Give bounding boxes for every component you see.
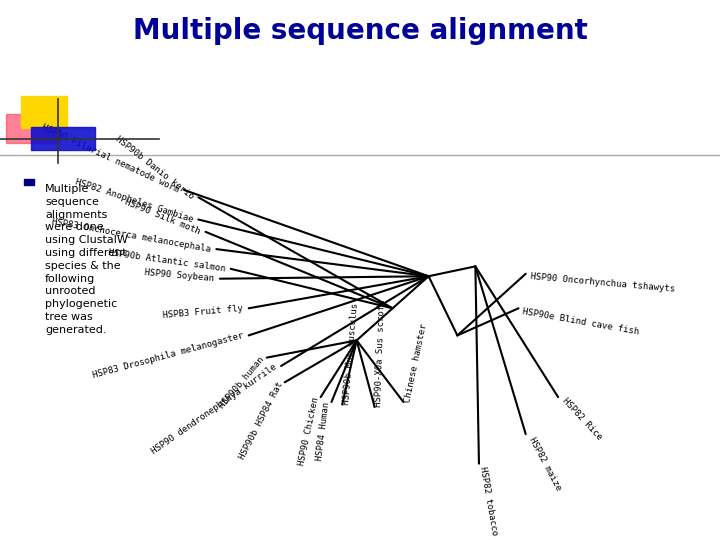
- Text: Chinese hamster: Chinese hamster: [403, 322, 429, 403]
- Text: HSP82 Rice: HSP82 Rice: [561, 396, 604, 442]
- Text: HSP90b HSP84 Rat: HSP90b HSP84 Rat: [238, 380, 284, 461]
- Text: HSP90b Danio kerio: HSP90b Danio kerio: [114, 134, 195, 201]
- Text: HSP82 maize: HSP82 maize: [528, 435, 563, 492]
- Text: HSPB3 Fruit fly: HSPB3 Fruit fly: [162, 304, 243, 320]
- Text: HSP90 Filarial nematode worm: HSP90 Filarial nematode worm: [40, 122, 180, 194]
- Text: HSP90 Soybean: HSP90 Soybean: [144, 268, 215, 283]
- Text: HSP90b Mus musculus: HSP90b Mus musculus: [342, 302, 360, 405]
- Bar: [31, 127, 96, 151]
- Text: HSP90b Atlantic salmon: HSP90b Atlantic salmon: [107, 248, 225, 273]
- Text: HSP90-X0a Sus scrofa: HSP90-X0a Sus scrofa: [374, 299, 387, 407]
- Text: HSP82 tobacco: HSP82 tobacco: [478, 465, 499, 536]
- Text: HSP90 Oncorhynchua tshawyts: HSP90 Oncorhynchua tshawyts: [530, 272, 675, 293]
- Bar: [24, 179, 34, 185]
- Text: HSP83 Drosophila melanogaster: HSP83 Drosophila melanogaster: [91, 331, 244, 380]
- Text: HSP84 Human: HSP84 Human: [315, 401, 332, 461]
- Text: HSP90b human: HSP90b human: [217, 355, 266, 410]
- Text: HSP90e Blind cave fish: HSP90e Blind cave fish: [522, 307, 640, 337]
- Text: HSP90 dendronephthya kurrile: HSP90 dendronephthya kurrile: [150, 362, 278, 456]
- Text: Multiple
sequence
alignments
were done
using ClustalW
using different
species & : Multiple sequence alignments were done u…: [45, 184, 128, 335]
- Text: HSP82 Anopheles Gambiae: HSP82 Anopheles Gambiae: [73, 177, 194, 224]
- Bar: [6, 114, 60, 143]
- Bar: [21, 96, 68, 129]
- Text: Multiple sequence alignment: Multiple sequence alignment: [132, 17, 588, 45]
- Text: HSP83 Onchocerca melanocephala: HSP83 Onchocerca melanocephala: [51, 217, 212, 254]
- Text: HSP90 Chicken: HSP90 Chicken: [297, 396, 320, 467]
- Text: HSP90 Silk moth: HSP90 Silk moth: [123, 198, 202, 236]
